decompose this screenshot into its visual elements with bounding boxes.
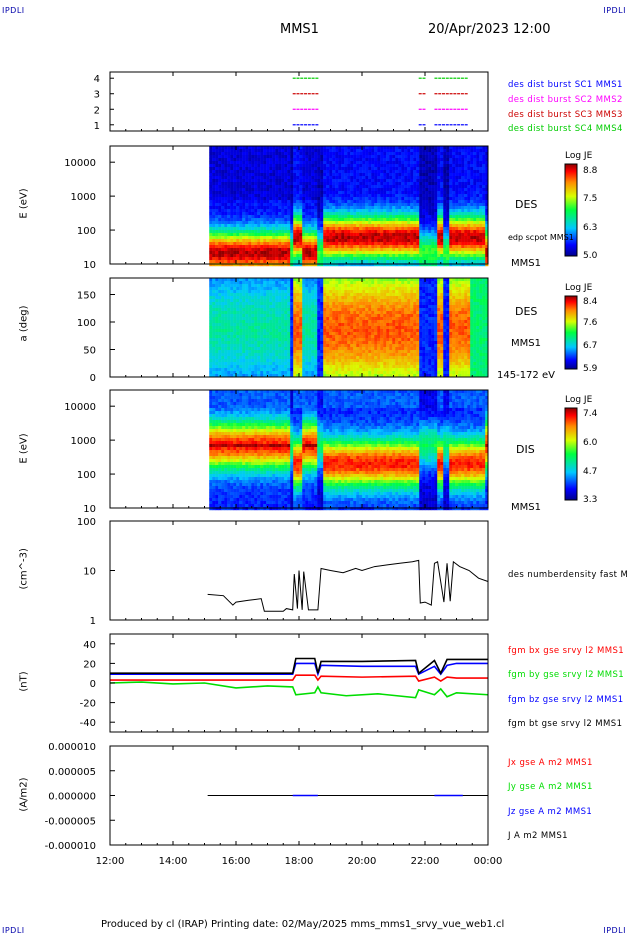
density-line xyxy=(208,560,488,611)
footer-credits: Produced by cl (IRAP) Printing date: 02/… xyxy=(101,919,504,930)
xtick-label: 12:00 xyxy=(96,856,125,867)
colorbar3-tick-3: 4.7 xyxy=(583,467,597,477)
ytick-label-burst: 1 xyxy=(94,121,100,132)
xtick-label: 18:00 xyxy=(285,856,314,867)
ytick-label-field: 0 xyxy=(90,679,96,690)
ytick-label-current: 0.000000 xyxy=(48,792,96,803)
colorbar2-tick-2: 7.6 xyxy=(583,318,597,328)
mms1-label-1: MMS1 xyxy=(511,258,541,269)
ytick-label-field: 40 xyxy=(83,640,96,651)
legend-by: fgm by gse srvy l2 MMS1 xyxy=(508,670,624,680)
ytick-label-pitch: 50 xyxy=(83,346,96,357)
ylabel-field: (nT) xyxy=(19,662,30,702)
ytick-label: 10 xyxy=(83,504,96,515)
xtick-label: 20:00 xyxy=(348,856,377,867)
colorbar1-tick-2: 7.5 xyxy=(583,194,597,204)
legend-mms4-burst: des dist burst SC4 MMS4 xyxy=(508,124,623,134)
energy-range-label: 145-172 eV xyxy=(497,370,555,381)
colorbar1-title: Log JE xyxy=(565,151,592,161)
ytick-label: 10 xyxy=(83,260,96,271)
colorbar-dis-energy xyxy=(565,408,577,500)
legend-bt: fgm bt gse srvy l2 MMS1 xyxy=(508,719,622,729)
spectrogram-des-pitch xyxy=(209,278,488,377)
panel-frame-0 xyxy=(110,72,488,131)
colorbar2-tick-min: 5.9 xyxy=(583,364,597,374)
colorbar2-tick-3: 6.7 xyxy=(583,341,597,351)
colorbar3-tick-min: 3.3 xyxy=(583,495,597,505)
ytick-label-field: 20 xyxy=(83,659,96,670)
ytick-label-field: -20 xyxy=(80,699,96,710)
ytick-label-current: -0.000010 xyxy=(45,841,96,852)
ytick-label-current: 0.000010 xyxy=(48,742,96,753)
mms1-label-3: MMS1 xyxy=(511,502,541,513)
legend-bx: fgm bx gse srvy l2 MMS1 xyxy=(508,646,624,656)
ytick-label-current: 0.000005 xyxy=(48,767,96,778)
ytick-label: 100 xyxy=(77,226,96,237)
ytick-label-burst: 4 xyxy=(94,74,100,85)
field-line-by xyxy=(110,682,488,698)
ytick-label-density: 100 xyxy=(77,517,96,528)
ylabel-dis-energy: E (eV) xyxy=(19,429,30,469)
xtick-label: 16:00 xyxy=(222,856,251,867)
legend-jz: Jz gse A m2 MMS1 xyxy=(508,807,592,817)
colorbar-des-pitch xyxy=(565,296,577,369)
colorbar3-tick-2: 6.0 xyxy=(583,438,597,448)
legend-mms3-burst: des dist burst SC3 MMS3 xyxy=(508,110,623,120)
ytick-label: 10000 xyxy=(64,158,96,169)
legend-mms1-burst: des dist burst SC1 MMS1 xyxy=(508,80,623,90)
ytick-label: 1000 xyxy=(71,436,96,447)
mms1-label-2: MMS1 xyxy=(511,338,541,349)
ytick-label-burst: 3 xyxy=(94,90,100,101)
spectrogram-des-energy xyxy=(209,146,488,266)
colorbar3-title: Log JE xyxy=(565,395,592,405)
xtick-label: 22:00 xyxy=(411,856,440,867)
ytick-label: 1000 xyxy=(71,192,96,203)
ytick-label-density: 1 xyxy=(90,616,96,627)
ytick-label-density: 10 xyxy=(83,567,96,578)
ylabel-pitch: a (deg) xyxy=(19,304,30,344)
ytick-label-pitch: 0 xyxy=(90,373,96,384)
legend-jx: Jx gse A m2 MMS1 xyxy=(508,758,593,768)
ytick-label-field: -40 xyxy=(80,718,96,729)
xtick-label: 14:00 xyxy=(159,856,188,867)
ytick-label-pitch: 100 xyxy=(77,318,96,329)
ylabel-density: (cm^-3) xyxy=(19,550,30,590)
ylabel-current: (A/m2) xyxy=(19,771,30,819)
legend-mms2-burst: des dist burst SC2 MMS2 xyxy=(508,95,623,105)
field-line-bx xyxy=(110,675,488,681)
legend-jy: Jy gse A m2 MMS1 xyxy=(508,782,593,792)
colorbar-des-energy xyxy=(565,164,577,256)
colorbar1-tick-3: 6.3 xyxy=(583,223,597,233)
legend-j: J A m2 MMS1 xyxy=(508,831,568,841)
colorbar3-tick-max: 7.4 xyxy=(583,409,597,419)
colorbar2-title: Log JE xyxy=(565,283,592,293)
des-pitch-label: DES xyxy=(515,305,537,318)
colorbar1-tick-max: 8.8 xyxy=(583,166,597,176)
dis-label: DIS xyxy=(516,443,535,456)
ylabel-des-energy: E (eV) xyxy=(19,184,30,224)
ytick-label: 10000 xyxy=(64,402,96,413)
colorbar2-tick-max: 8.4 xyxy=(583,297,597,307)
ytick-label: 100 xyxy=(77,470,96,481)
des-label: DES xyxy=(515,198,537,211)
ytick-label-pitch: 150 xyxy=(77,291,96,302)
ytick-label-current: -0.000005 xyxy=(45,816,96,827)
ytick-label-burst: 2 xyxy=(94,105,100,116)
field-line-bt xyxy=(110,659,488,674)
legend-bz: fgm bz gse srvy l2 MMS1 xyxy=(508,695,624,705)
colorbar1-tick-min: 5.0 xyxy=(583,251,597,261)
edp-scpot-label: edp scpot MMS1 xyxy=(508,233,574,242)
spectrogram-dis-energy xyxy=(209,390,488,510)
xtick-label: 00:00 xyxy=(474,856,503,867)
legend-density: des numberdensity fast M xyxy=(508,570,628,580)
